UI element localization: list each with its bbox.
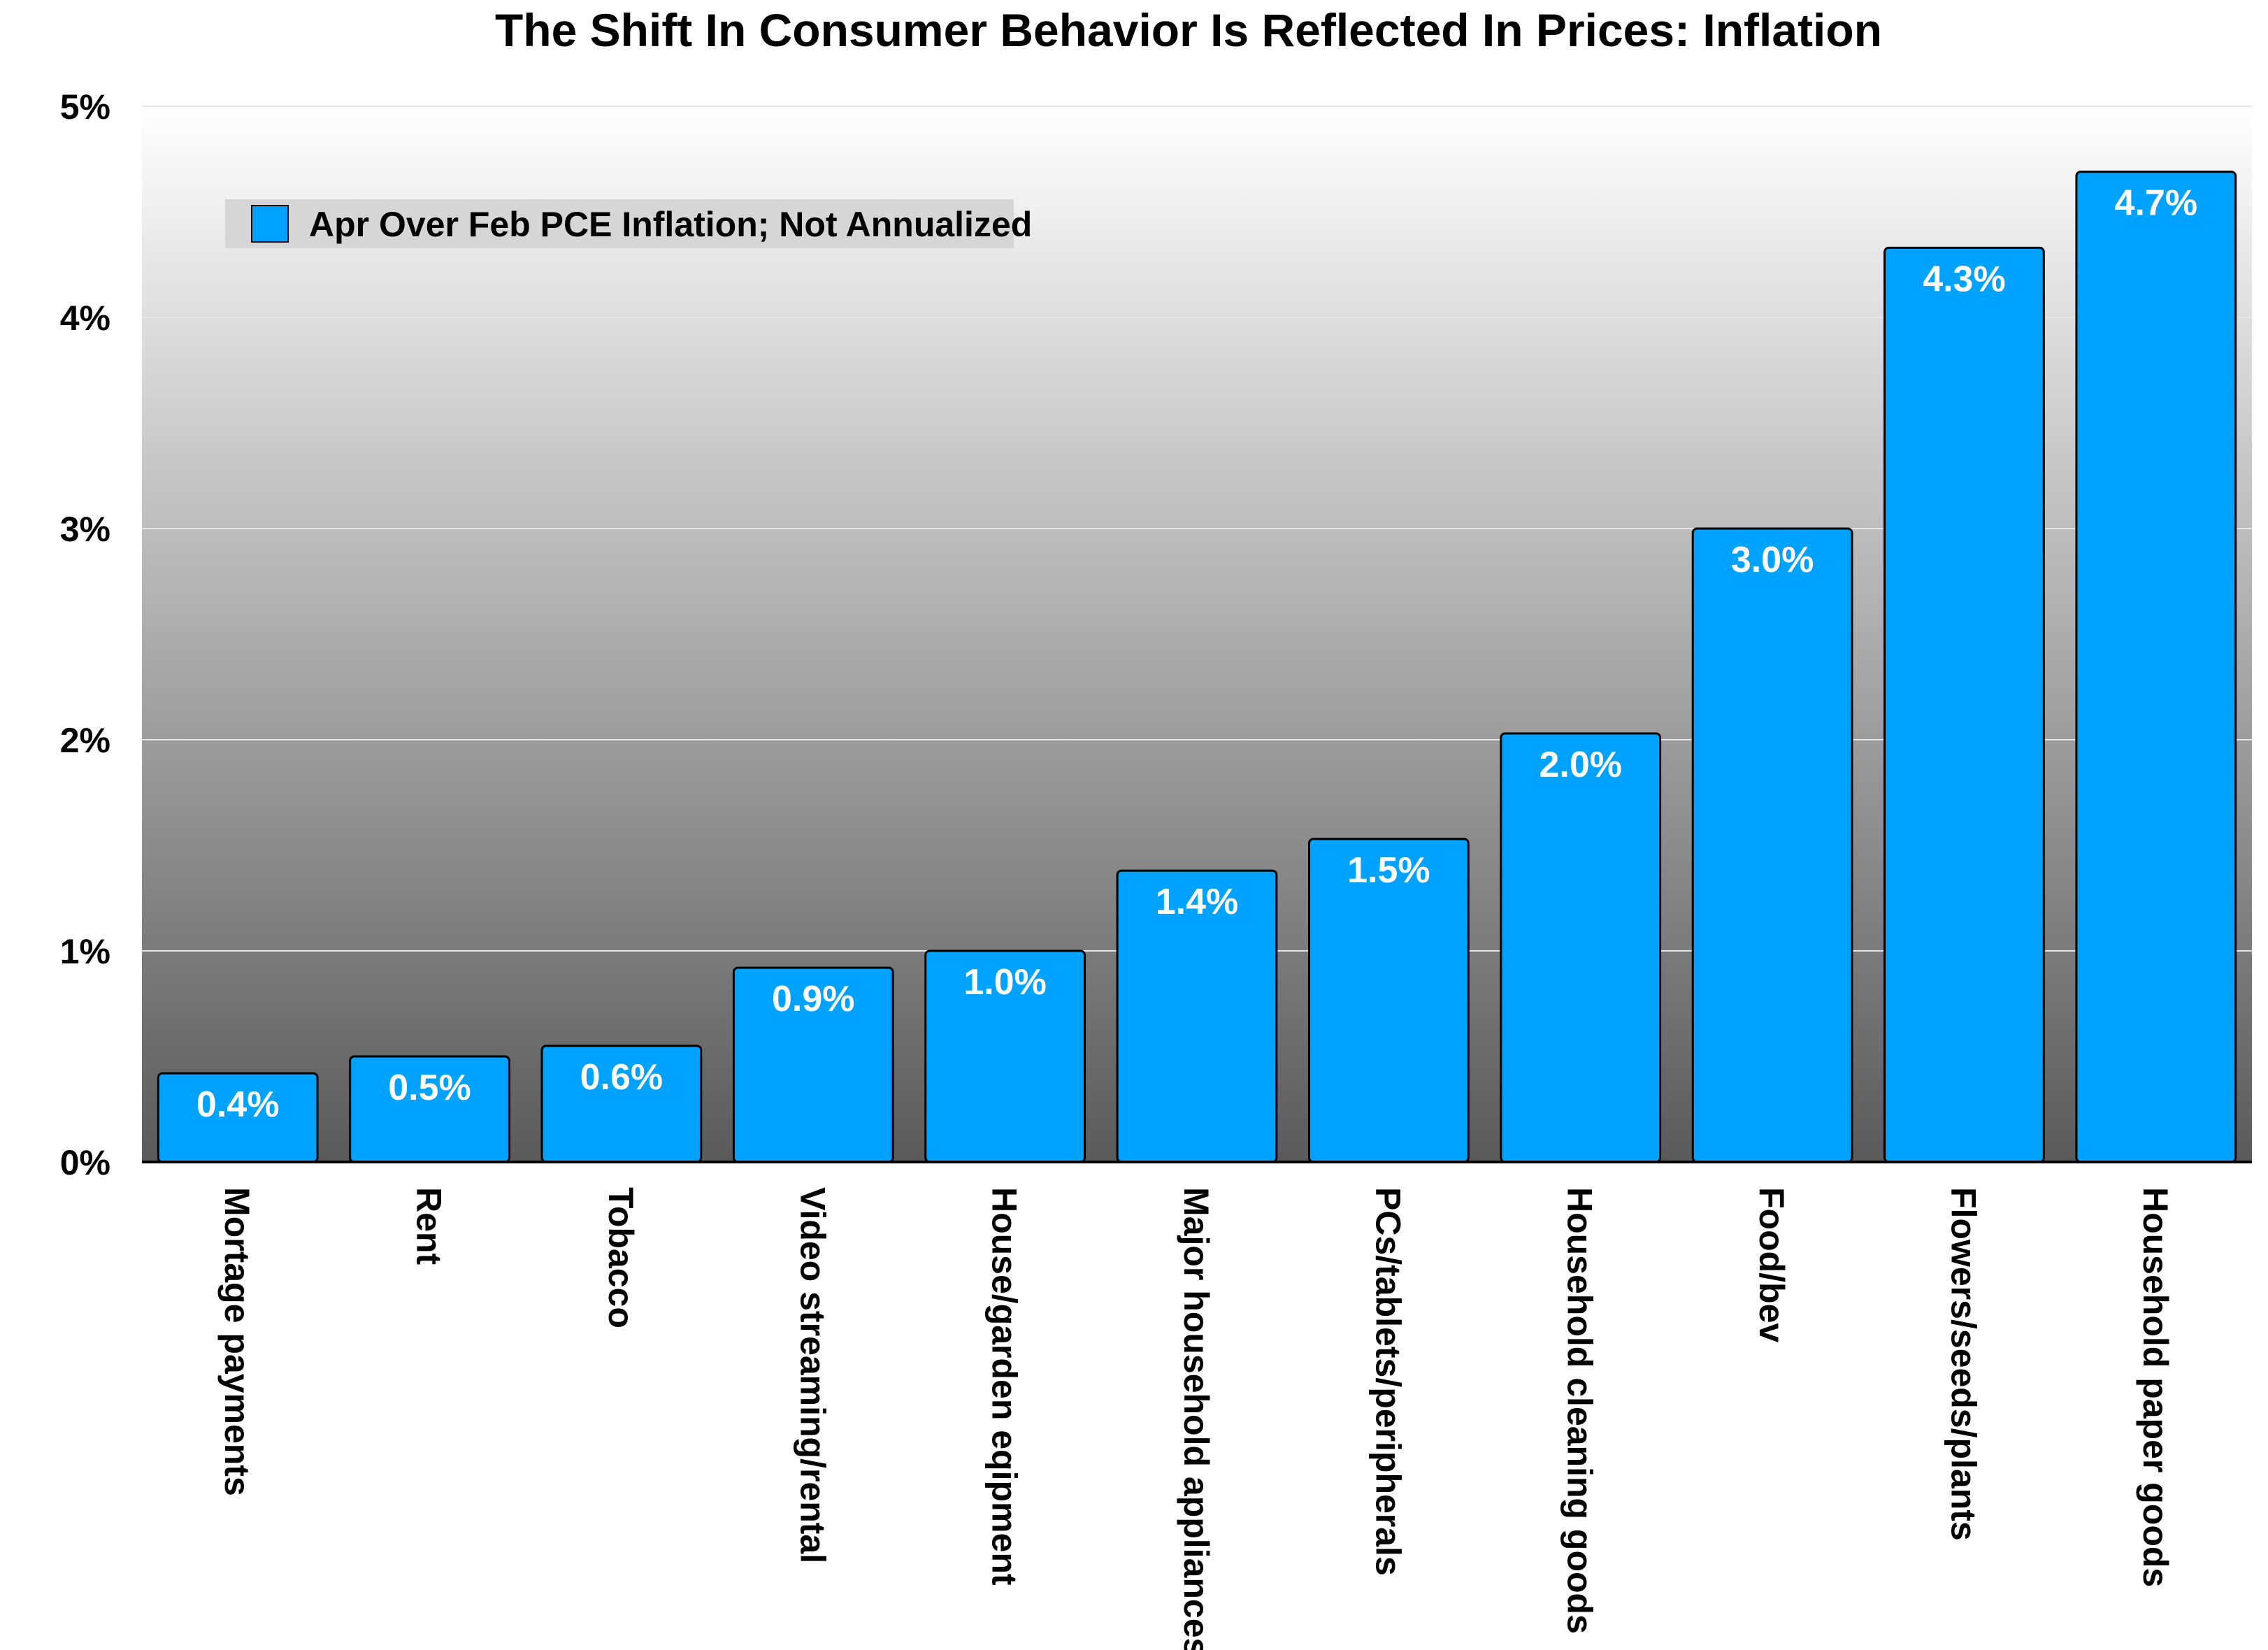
x-category-label: Rent — [410, 1187, 449, 1265]
y-tick-label: 2% — [60, 721, 110, 760]
y-tick-label: 4% — [60, 299, 110, 338]
x-category-label: Household cleaning goods — [1560, 1187, 1600, 1634]
bar-value-label: 1.0% — [963, 962, 1047, 1003]
bar-value-label: 4.7% — [2115, 183, 2198, 224]
bar-value-label: 0.5% — [388, 1068, 471, 1108]
bar-value-label: 1.5% — [1347, 850, 1430, 891]
bar — [2075, 171, 2237, 1163]
x-category-label: House/garden eqipment — [985, 1187, 1024, 1586]
x-category-label: Flowers/seeds/plants — [1944, 1187, 1983, 1541]
legend-swatch — [251, 205, 289, 243]
bar — [1883, 246, 2045, 1163]
legend: Apr Over Feb PCE Inflation; Not Annualiz… — [225, 199, 1032, 248]
chart-title: The Shift In Consumer Behavior Is Reflec… — [495, 4, 1882, 56]
x-category-label: Mortage payments — [217, 1187, 257, 1496]
y-axis-ticks: 0% 1% 2% 3% 4% 5% — [60, 87, 110, 1182]
bar — [1691, 527, 1853, 1163]
x-axis-categories: Mortage payments Rent Tobacco Video streami… — [217, 1187, 2175, 1650]
x-category-label: Household paper goods — [2136, 1187, 2175, 1587]
x-category-label: Video streaming/rental — [793, 1187, 832, 1563]
x-category-label: Tobacco — [601, 1187, 640, 1328]
x-category-label: Major household appliances — [1177, 1187, 1216, 1650]
y-tick-label: 0% — [60, 1143, 110, 1182]
x-category-label: Food/bev — [1752, 1187, 1791, 1342]
bar-labels: 0.4% 0.5% 0.6% 0.9% 1.0% 1.4% 1.5% 2.0% 3.0% 4.3%… — [196, 183, 2197, 1126]
bar-value-label: 0.6% — [580, 1057, 663, 1098]
bar-value-label: 1.4% — [1156, 882, 1239, 922]
y-tick-label: 5% — [60, 87, 110, 127]
legend-background — [225, 199, 1014, 248]
bar-value-label: 2.0% — [1539, 745, 1622, 785]
bar-value-label: 3.0% — [1731, 540, 1814, 580]
x-category-label: PCs/tablets/peripherals — [1368, 1187, 1407, 1576]
bar-value-label: 0.4% — [196, 1084, 280, 1125]
bar-value-label: 4.3% — [1923, 259, 2006, 299]
legend-label: Apr Over Feb PCE Inflation; Not Annualiz… — [309, 205, 1032, 244]
y-tick-label: 3% — [60, 510, 110, 549]
y-tick-label: 1% — [60, 932, 110, 971]
bar — [1500, 732, 1662, 1163]
bar-value-label: 0.9% — [772, 979, 855, 1019]
bars — [157, 171, 2237, 1163]
